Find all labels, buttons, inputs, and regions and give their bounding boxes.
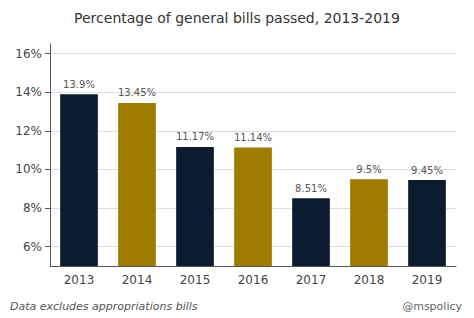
svg-text:8.51%: 8.51%: [295, 183, 327, 194]
svg-text:2018: 2018: [354, 273, 385, 287]
svg-text:9.45%: 9.45%: [411, 165, 443, 176]
svg-text:2016: 2016: [238, 273, 269, 287]
svg-text:2013: 2013: [64, 273, 95, 287]
svg-text:9.5%: 9.5%: [356, 164, 381, 175]
svg-text:13.45%: 13.45%: [118, 87, 156, 98]
svg-text:11.17%: 11.17%: [176, 131, 214, 142]
svg-text:14%: 14%: [15, 85, 42, 99]
svg-text:8%: 8%: [23, 201, 42, 215]
svg-text:10%: 10%: [15, 162, 42, 176]
svg-text:2015: 2015: [180, 273, 211, 287]
svg-text:Data excludes appropriations b: Data excludes appropriations bills: [10, 300, 198, 313]
svg-text:@mspolicy: @mspolicy: [402, 300, 462, 313]
svg-text:2017: 2017: [296, 273, 327, 287]
svg-text:2014: 2014: [122, 273, 153, 287]
svg-text:2019: 2019: [412, 273, 443, 287]
svg-text:Percentage of general bills pa: Percentage of general bills passed, 2013…: [74, 10, 400, 26]
svg-text:13.9%: 13.9%: [63, 79, 95, 90]
svg-text:12%: 12%: [15, 124, 42, 138]
svg-text:11.14%: 11.14%: [234, 132, 272, 143]
svg-text:6%: 6%: [23, 240, 42, 254]
svg-text:16%: 16%: [15, 47, 42, 61]
